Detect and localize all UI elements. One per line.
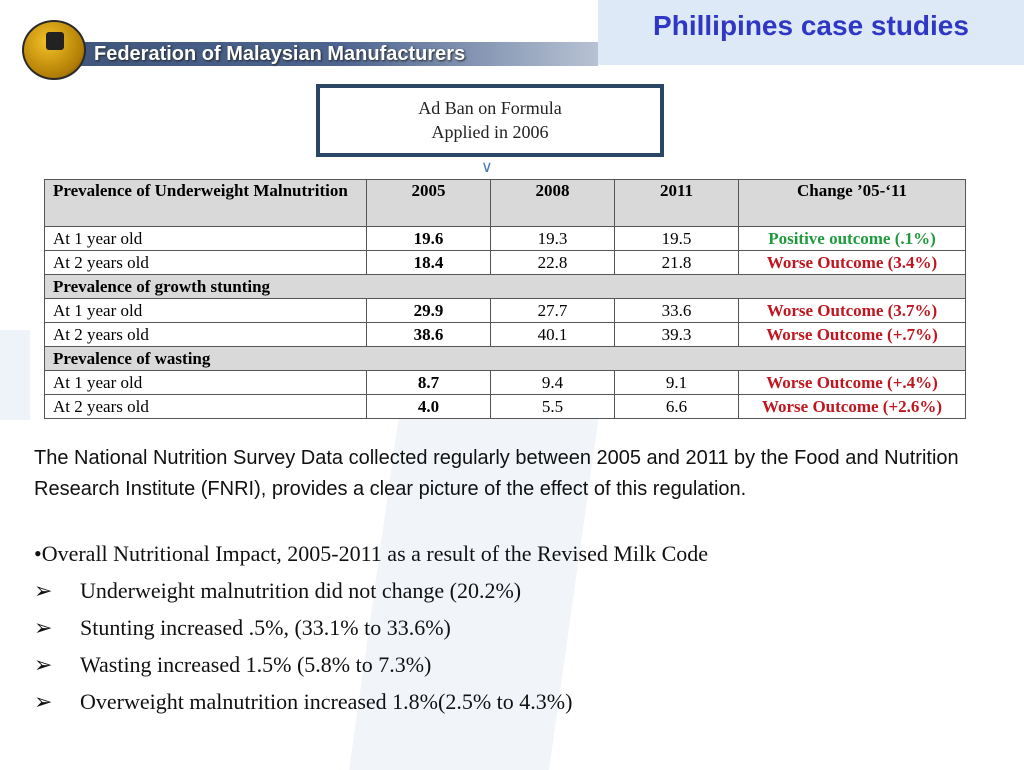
row-label: At 1 year old [44, 370, 367, 395]
header-cell: 2005 [366, 179, 491, 227]
value-2011: 9.1 [614, 370, 739, 395]
sub-bullet-text: Stunting increased .5%, (33.1% to 33.6%) [80, 615, 451, 640]
header-cell: 2011 [614, 179, 739, 227]
sub-bullet: ➢ Underweight malnutrition did not change… [34, 578, 521, 604]
arrow-bullet-icon: ➢ [34, 615, 53, 640]
change-cell: Positive outcome (.1%) [738, 226, 966, 251]
row-label: At 2 years old [44, 394, 367, 419]
nutrition-table: Prevalence of Underweight Malnutrition 2… [44, 179, 966, 419]
arrow-down-icon: ∨ [481, 159, 493, 176]
table-row: At 1 year old 29.9 27.7 33.6 Worse Outco… [44, 298, 966, 323]
value-2005: 8.7 [366, 370, 491, 395]
main-bullet: •Overall Nutritional Impact, 2005-2011 a… [34, 541, 709, 566]
org-name: Federation of Malaysian Manufacturers [94, 43, 466, 65]
change-cell: Worse Outcome (+.7%) [738, 322, 966, 347]
row-label: At 1 year old [44, 298, 367, 323]
watermark [0, 330, 30, 420]
change-cell: Worse Outcome (+.4%) [738, 370, 966, 395]
header-cell: Change ’05-‘11 [738, 179, 966, 227]
body-paragraph: The National Nutrition Survey Data colle… [34, 447, 959, 500]
callout-line: Applied in 2006 [431, 122, 549, 142]
value-2008: 5.5 [490, 394, 615, 419]
slide-title: Phillipines case studies [598, 0, 1024, 65]
change-cell: Worse Outcome (3.4%) [738, 250, 966, 275]
sub-bullet: ➢ Stunting increased .5%, (33.1% to 33.6%… [34, 615, 451, 641]
change-cell: Worse Outcome (+2.6%) [738, 394, 966, 419]
row-label: At 2 years old [44, 250, 367, 275]
arrow-bullet-icon: ➢ [34, 652, 53, 677]
header-cell: Prevalence of Underweight Malnutrition [44, 179, 367, 227]
row-label: At 2 years old [44, 322, 367, 347]
value-2005: 19.6 [366, 226, 491, 251]
value-2011: 21.8 [614, 250, 739, 275]
value-2008: 19.3 [490, 226, 615, 251]
sub-bullet-text: Wasting increased 1.5% (5.8% to 7.3%) [80, 652, 432, 677]
table-row: At 2 years old 4.0 5.5 6.6 Worse Outcome… [44, 394, 966, 419]
value-2005: 38.6 [366, 322, 491, 347]
callout-box: Ad Ban on Formula Applied in 2006 [316, 84, 664, 157]
section-row: Prevalence of wasting [44, 346, 966, 371]
sub-bullet-text: Underweight malnutrition did not change … [80, 578, 522, 603]
value-2005: 4.0 [366, 394, 491, 419]
value-2011: 39.3 [614, 322, 739, 347]
section-title: Prevalence of growth stunting [44, 274, 966, 299]
arrow-bullet-icon: ➢ [34, 578, 53, 603]
value-2008: 40.1 [490, 322, 615, 347]
row-label: At 1 year old [44, 226, 367, 251]
section-row: Prevalence of growth stunting [44, 274, 966, 299]
change-cell: Worse Outcome (3.7%) [738, 298, 966, 323]
header-cell: 2008 [490, 179, 615, 227]
value-2005: 29.9 [366, 298, 491, 323]
sub-bullet: ➢ Overweight malnutrition increased 1.8%(… [34, 689, 572, 715]
fmm-logo [22, 20, 86, 80]
sub-bullet-text: Overweight malnutrition increased 1.8%(2… [80, 689, 573, 714]
value-2005: 18.4 [366, 250, 491, 275]
value-2008: 9.4 [490, 370, 615, 395]
arrow-bullet-icon: ➢ [34, 689, 53, 714]
table-row: At 2 years old 38.6 40.1 39.3 Worse Outc… [44, 322, 966, 347]
table-header: Prevalence of Underweight Malnutrition 2… [44, 179, 966, 227]
table-row: At 1 year old 19.6 19.3 19.5 Positive ou… [44, 226, 966, 251]
section-title: Prevalence of wasting [44, 346, 966, 371]
callout-line: Ad Ban on Formula [418, 98, 562, 118]
value-2008: 27.7 [490, 298, 615, 323]
org-banner: Federation of Malaysian Manufacturers [30, 42, 598, 66]
value-2011: 6.6 [614, 394, 739, 419]
table-row: At 1 year old 8.7 9.4 9.1 Worse Outcome … [44, 370, 966, 395]
value-2011: 33.6 [614, 298, 739, 323]
table-row: At 2 years old 18.4 22.8 21.8 Worse Outc… [44, 250, 966, 275]
value-2008: 22.8 [490, 250, 615, 275]
value-2011: 19.5 [614, 226, 739, 251]
sub-bullet: ➢ Wasting increased 1.5% (5.8% to 7.3%) [34, 652, 431, 678]
